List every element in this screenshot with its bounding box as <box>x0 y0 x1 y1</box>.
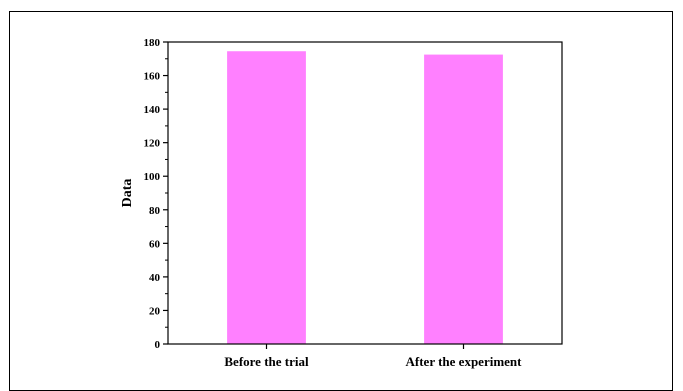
y-tick-label: 0 <box>155 339 161 351</box>
y-tick-label: 120 <box>144 138 161 150</box>
y-tick-label: 140 <box>144 104 161 116</box>
bar-2 <box>424 54 503 344</box>
plot-area <box>167 41 563 345</box>
x-axis-labels: Before the trial After the experiment <box>224 344 522 369</box>
x-category-label: After the experiment <box>406 354 523 369</box>
y-tick-label: 100 <box>144 171 161 183</box>
bars <box>227 51 503 344</box>
bar-1 <box>227 51 306 344</box>
y-tick-label: 160 <box>144 71 161 83</box>
bar-chart: 0 20 40 60 80 100 120 140 160 180 Before the tria… <box>120 37 563 369</box>
y-tick-label: 80 <box>149 205 161 217</box>
y-tick-label: 20 <box>149 305 161 317</box>
y-axis-title: Data <box>120 179 135 208</box>
x-category-label: Before the trial <box>224 354 309 369</box>
y-axis-ticks: 0 20 40 60 80 100 120 140 160 180 <box>144 37 168 351</box>
y-tick-label: 180 <box>144 37 161 49</box>
y-tick-label: 60 <box>149 238 161 250</box>
y-tick-label: 40 <box>149 272 161 284</box>
